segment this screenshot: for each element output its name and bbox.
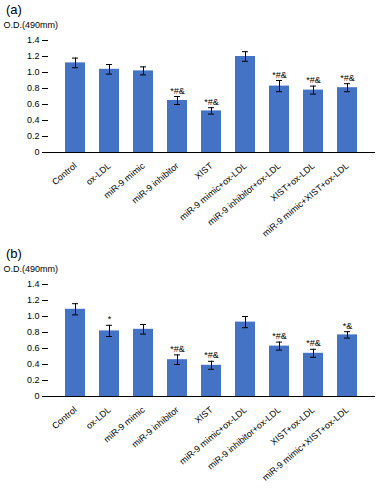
svg-text:miR-9 inhibitor: miR-9 inhibitor xyxy=(130,161,181,206)
svg-text:miR-9 mimic: miR-9 mimic xyxy=(101,160,147,201)
svg-text:ox-LDL: ox-LDL xyxy=(84,161,113,187)
svg-text:O.D.(490mm): O.D.(490mm) xyxy=(4,264,59,274)
svg-text:0.8: 0.8 xyxy=(27,327,40,337)
svg-text:*#&: *#& xyxy=(204,97,219,107)
svg-text:*#&: *#& xyxy=(306,338,321,348)
svg-text:1.2: 1.2 xyxy=(27,295,40,305)
svg-text:miR-9 inhibitor+ox-LDL: miR-9 inhibitor+ox-LDL xyxy=(205,404,283,472)
html-text:(a): (a) xyxy=(6,2,22,17)
svg-text:0.2: 0.2 xyxy=(27,375,40,385)
svg-text:*#&: *#& xyxy=(340,73,355,83)
svg-text:XIST: XIST xyxy=(193,160,215,181)
svg-text:0.6: 0.6 xyxy=(27,99,40,109)
svg-text:0: 0 xyxy=(34,147,39,157)
svg-text:XIST: XIST xyxy=(193,404,215,425)
svg-text:Control: Control xyxy=(50,161,79,187)
svg-text:miR-9 inhibitor: miR-9 inhibitor xyxy=(130,405,181,450)
svg-text:miR-9 mimic+ox-LDL: miR-9 mimic+ox-LDL xyxy=(177,404,249,467)
svg-text:*#&: *#& xyxy=(170,86,185,96)
svg-text:*#&: *#& xyxy=(272,70,287,80)
svg-text:*&: *& xyxy=(343,321,353,331)
svg-text:Control: Control xyxy=(50,405,79,431)
svg-text:miR-9 mimic+XIST+ox-LDL: miR-9 mimic+XIST+ox-LDL xyxy=(260,161,350,239)
svg-text:miR-9 mimic: miR-9 mimic xyxy=(101,404,147,445)
svg-text:*#&: *#& xyxy=(170,344,185,354)
html-text:(b): (b) xyxy=(6,246,22,261)
svg-text:*: * xyxy=(108,314,112,324)
svg-text:1.0: 1.0 xyxy=(27,67,40,77)
svg-text:O.D.(490mm): O.D.(490mm) xyxy=(4,20,59,30)
svg-text:0.4: 0.4 xyxy=(27,115,40,125)
svg-text:miR-9 mimic+ox-LDL: miR-9 mimic+ox-LDL xyxy=(177,160,249,223)
svg-text:0.4: 0.4 xyxy=(27,359,40,369)
svg-text:1.4: 1.4 xyxy=(27,279,40,289)
svg-text:1.4: 1.4 xyxy=(27,35,40,45)
svg-text:1.2: 1.2 xyxy=(27,51,40,61)
svg-text:0.8: 0.8 xyxy=(27,83,40,93)
svg-text:1.0: 1.0 xyxy=(27,311,40,321)
svg-text:miR-9 inhibitor+ox-LDL: miR-9 inhibitor+ox-LDL xyxy=(205,160,283,228)
svg-text:ox-LDL: ox-LDL xyxy=(84,405,113,431)
svg-text:0: 0 xyxy=(34,391,39,401)
svg-text:*#&: *#& xyxy=(306,75,321,85)
svg-text:*#&: *#& xyxy=(204,350,219,360)
svg-text:0.6: 0.6 xyxy=(27,343,40,353)
svg-text:0.2: 0.2 xyxy=(27,131,40,141)
svg-text:miR-9 mimic+XIST+ox-LDL: miR-9 mimic+XIST+ox-LDL xyxy=(260,405,350,483)
svg-text:*#&: *#& xyxy=(272,331,287,341)
